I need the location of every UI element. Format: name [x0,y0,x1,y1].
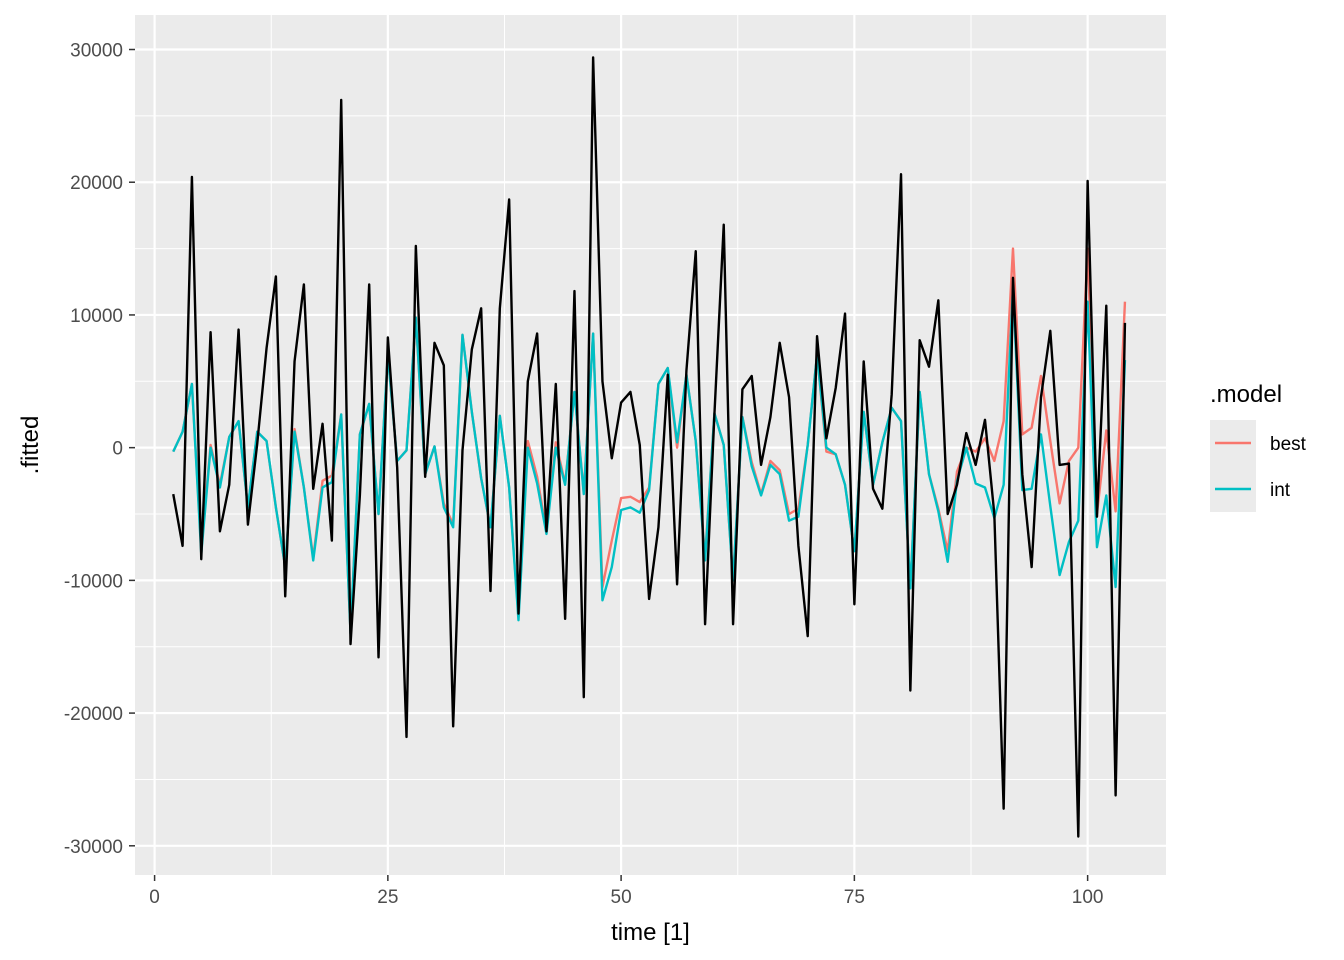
y-tick-label: -20000 [64,704,123,725]
y-axis: -30000 -20000 -10000 0 10000 20000 30000 [64,41,135,858]
x-tick-label: 25 [377,887,398,908]
legend-title: .model [1210,381,1282,408]
y-tick-label: 0 [112,439,123,460]
x-tick-label: 0 [149,887,160,908]
legend: .model best int [1210,381,1307,512]
y-axis-title: .fitted [17,416,44,475]
x-tick-label: 50 [611,887,632,908]
x-tick-label: 100 [1072,887,1104,908]
y-tick-label: 10000 [70,306,123,327]
y-tick-label: 30000 [70,41,123,62]
y-tick-label: 20000 [70,173,123,194]
series-line-int [172,287,1127,635]
legend-label-int: int [1270,480,1291,501]
x-tick-label: 75 [844,887,865,908]
y-tick-label: -30000 [64,837,123,858]
legend-label-best: best [1270,434,1307,455]
series-line-observed [172,56,1127,838]
x-axis: 0 25 50 75 100 [149,875,1103,908]
panel-background [135,15,1166,875]
series-layer [172,56,1127,838]
y-tick-label: -10000 [64,571,123,592]
legend-key-best [1210,420,1256,466]
x-axis-title: time [1] [611,919,690,946]
legend-key-int [1210,466,1256,512]
